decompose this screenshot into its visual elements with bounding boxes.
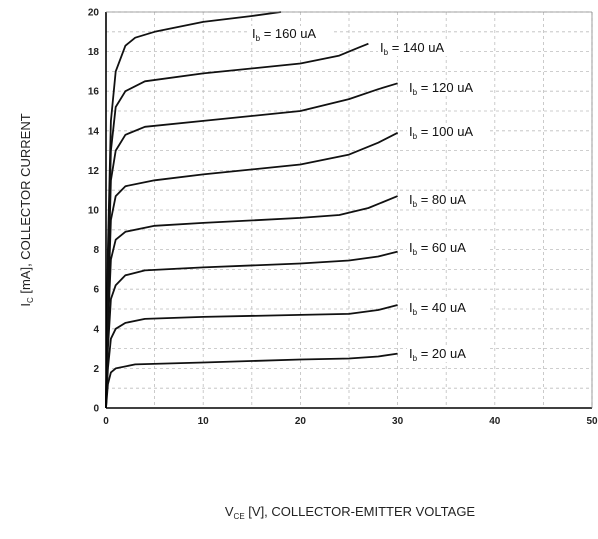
y-axis-title-sub: C <box>26 297 35 303</box>
series-label-background <box>407 192 489 208</box>
tick-labels: 0 10 20 30 40 50 0 2 4 6 8 10 12 14 16 18 20 <box>88 8 598 428</box>
series-label-6: Ib = 120 uA <box>409 80 473 97</box>
x-tick-label: 50 <box>586 416 598 427</box>
x-axis-title-sub: CE <box>234 512 245 521</box>
series-label-background <box>407 80 489 96</box>
x-tick-label: 30 <box>392 416 404 427</box>
series-label-8: Ib = 160 uA <box>252 26 316 43</box>
series-label-7: Ib = 140 uA <box>380 40 444 57</box>
axes <box>105 11 593 409</box>
y-axis-title: IC [mA], COLLECTOR CURRENT <box>18 113 35 306</box>
y-tick-label: 16 <box>88 87 100 98</box>
x-tick-label: 40 <box>489 416 501 427</box>
y-tick-label: 14 <box>88 126 100 137</box>
x-tick-label: 0 <box>103 416 109 427</box>
series-label-background <box>407 240 489 256</box>
series-label-background <box>250 26 332 42</box>
series-label-4: Ib = 80 uA <box>409 192 466 209</box>
x-axis-title-rest: [V], COLLECTOR-EMITTER VOLTAGE <box>245 504 476 519</box>
y-tick-label: 12 <box>88 166 100 177</box>
series-label-background <box>407 124 489 140</box>
series-label-5: Ib = 100 uA <box>409 124 473 141</box>
series-label-1: Ib = 20 uA <box>409 346 466 363</box>
x-tick-label: 10 <box>198 416 210 427</box>
x-tick-label: 20 <box>295 416 307 427</box>
y-tick-label: 20 <box>88 8 100 19</box>
series-label-background <box>378 40 460 56</box>
y-tick-label: 8 <box>93 245 99 256</box>
series-line-5 <box>105 131 399 409</box>
series-label-background <box>407 346 489 362</box>
y-tick-label: 10 <box>88 206 100 217</box>
y-tick-label: 4 <box>93 324 99 335</box>
series-label-3: Ib = 60 uA <box>409 240 466 257</box>
series-label-2: Ib = 40 uA <box>409 300 466 317</box>
y-tick-label: 6 <box>93 285 99 296</box>
series-lines <box>105 11 399 409</box>
x-axis-title: VCE [V], COLLECTOR-EMITTER VOLTAGE <box>225 504 476 521</box>
series-line-4 <box>105 195 398 409</box>
y-axis-title-rest: [mA], COLLECTOR CURRENT <box>18 113 33 297</box>
y-tick-label: 0 <box>93 404 99 415</box>
x-axis-title-main: V <box>225 504 234 519</box>
series-line-2 <box>105 304 398 409</box>
series-line-8 <box>105 11 282 409</box>
y-tick-label: 18 <box>88 47 100 58</box>
y-tick-label: 2 <box>93 364 99 375</box>
series-label-background <box>407 300 489 316</box>
series-labels: Ib = 20 uA Ib = 40 uA Ib = 60 uA Ib = 80 uA… <box>250 26 489 363</box>
series-line-3 <box>105 250 398 409</box>
y-axis-title-main: I <box>18 303 33 307</box>
series-line-1 <box>105 352 398 409</box>
